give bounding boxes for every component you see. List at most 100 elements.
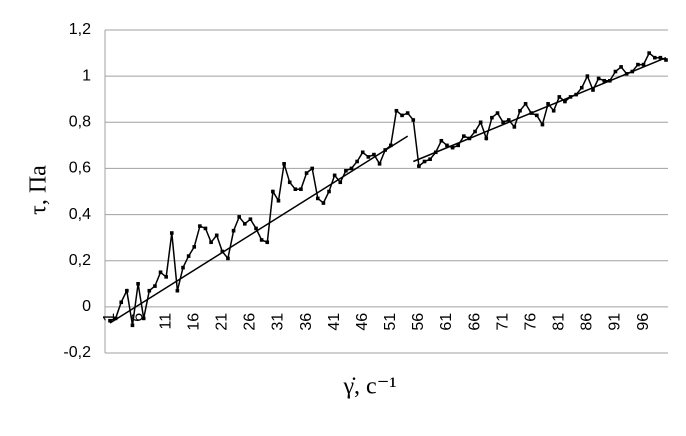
data-point <box>456 143 461 148</box>
data-point <box>355 159 359 164</box>
data-point <box>535 113 539 118</box>
data-point <box>512 125 517 129</box>
x-tick-label: 26 <box>242 313 259 331</box>
y-tick-label: 0,6 <box>69 160 91 177</box>
x-tick-label: 91 <box>607 313 624 331</box>
data-point <box>366 155 371 159</box>
data-point <box>484 136 489 141</box>
data-point <box>473 129 477 134</box>
data-point <box>585 74 590 78</box>
data-point <box>647 51 651 55</box>
data-point <box>591 88 595 92</box>
data-point <box>287 180 292 185</box>
data-point <box>169 231 174 235</box>
data-point <box>338 180 343 185</box>
x-tick-label: 66 <box>466 313 483 331</box>
data-point <box>422 159 427 164</box>
data-point <box>602 78 607 83</box>
data-point <box>428 157 432 161</box>
data-point <box>209 240 213 245</box>
data-point <box>394 108 399 113</box>
data-point <box>495 111 500 115</box>
data-point <box>254 226 258 231</box>
data-point <box>490 115 494 120</box>
data-point <box>540 122 545 127</box>
data-point <box>641 62 646 67</box>
data-point <box>439 138 444 143</box>
data-point <box>557 95 562 99</box>
data-point <box>360 150 365 155</box>
data-point <box>147 288 152 293</box>
data-point <box>237 215 241 219</box>
data-point <box>113 316 118 321</box>
x-tick-label: 56 <box>410 313 427 331</box>
data-point <box>349 166 354 171</box>
data-point <box>613 69 618 74</box>
data-point <box>518 108 522 113</box>
x-axis-title: γ̇, c⁻¹ <box>342 374 396 400</box>
data-point <box>310 166 314 171</box>
data-point <box>377 162 382 166</box>
y-tick-label: 0 <box>82 298 91 315</box>
y-tick-label: -0,2 <box>63 344 91 361</box>
data-point <box>119 300 124 305</box>
data-point <box>259 238 264 242</box>
data-point <box>551 108 556 113</box>
data-point <box>411 118 416 122</box>
x-tick-label: 16 <box>185 313 202 331</box>
x-tick-label: 36 <box>298 313 315 331</box>
x-tick-label: 86 <box>579 313 596 331</box>
x-tick-label: 46 <box>354 313 371 331</box>
data-point <box>400 113 404 118</box>
data-point <box>153 284 157 288</box>
x-tick-label: 61 <box>438 313 455 331</box>
data-point <box>506 118 511 122</box>
data-point <box>332 173 337 178</box>
trend-line <box>413 57 667 163</box>
data-point <box>304 171 309 175</box>
data-point <box>293 187 298 191</box>
data-point <box>214 233 219 238</box>
data-point <box>344 168 348 173</box>
data-point <box>130 323 135 328</box>
x-tick-label: 6 <box>129 313 146 322</box>
data-point <box>315 196 320 201</box>
data-point <box>523 102 528 106</box>
data-line <box>109 51 667 326</box>
x-tick-label: 1 <box>101 313 118 322</box>
x-tick-label: 11 <box>157 313 174 330</box>
y-tick-label: 0,8 <box>69 114 91 131</box>
x-tick-label: 41 <box>326 313 343 331</box>
data-point <box>664 58 668 62</box>
data-point <box>450 145 455 150</box>
data-point <box>445 143 449 148</box>
data-point <box>181 265 185 270</box>
data-point <box>478 120 483 125</box>
data-point <box>220 249 225 254</box>
data-point <box>321 201 326 205</box>
data-point <box>276 198 281 203</box>
data-point <box>158 270 163 275</box>
data-point <box>636 62 640 67</box>
data-point <box>265 240 270 245</box>
data-point <box>546 102 550 106</box>
data-point <box>125 288 129 293</box>
data-point <box>248 217 253 221</box>
data-point <box>186 254 191 258</box>
data-point <box>271 189 275 194</box>
x-tick-label: 81 <box>551 313 568 331</box>
data-point <box>417 164 421 168</box>
x-tick-label: 96 <box>635 313 652 331</box>
y-axis-title: τ, Па <box>26 165 52 215</box>
data-point <box>372 152 376 157</box>
data-point <box>327 189 331 194</box>
data-point <box>596 76 601 81</box>
data-point <box>501 120 505 125</box>
x-tick-label: 71 <box>494 313 511 331</box>
data-point <box>203 226 208 231</box>
data-point <box>175 288 180 293</box>
x-tick-label: 21 <box>214 313 231 331</box>
x-tick-label: 76 <box>522 313 539 331</box>
data-point <box>563 99 567 104</box>
